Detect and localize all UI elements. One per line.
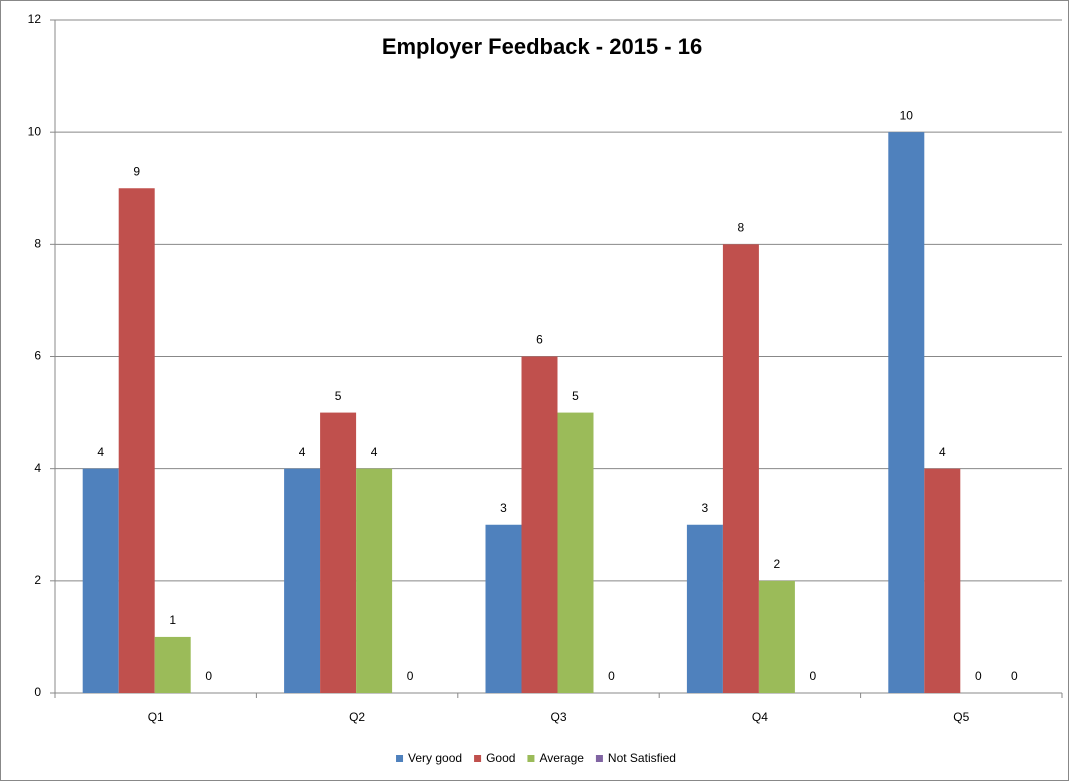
- bar: [557, 412, 594, 693]
- y-tick-label: 12: [28, 12, 42, 26]
- data-label: 6: [536, 333, 543, 347]
- legend-label: Good: [486, 751, 515, 765]
- legend-label: Very good: [408, 751, 462, 765]
- data-label: 5: [572, 389, 579, 403]
- legend-swatch: [396, 755, 404, 762]
- legend-swatch: [474, 755, 482, 762]
- bar: [521, 356, 558, 693]
- y-tick-label: 2: [34, 573, 41, 587]
- x-tick-label: Q5: [953, 710, 969, 724]
- bar: [356, 468, 393, 693]
- y-tick-label: 8: [34, 237, 41, 251]
- data-label: 4: [371, 445, 378, 459]
- bar: [758, 580, 795, 693]
- y-tick-label: 10: [28, 124, 42, 138]
- data-label: 8: [738, 221, 745, 235]
- data-label: 4: [97, 445, 104, 459]
- bar: [924, 468, 961, 693]
- bar: [686, 524, 723, 693]
- data-label: 0: [810, 669, 817, 683]
- bar: [284, 468, 321, 693]
- data-label: 4: [299, 445, 306, 459]
- bar: [154, 636, 191, 693]
- bar: [722, 244, 759, 694]
- legend-label: Average: [539, 751, 584, 765]
- y-tick-label: 0: [34, 685, 41, 699]
- bar: [118, 188, 155, 693]
- x-tick-label: Q2: [349, 710, 365, 724]
- data-label: 4: [939, 445, 946, 459]
- chart-title: Employer Feedback - 2015 - 16: [382, 34, 702, 59]
- data-label: 1: [169, 613, 176, 627]
- legend-swatch: [595, 755, 603, 762]
- x-tick-label: Q4: [752, 710, 768, 724]
- y-tick-label: 4: [34, 461, 41, 475]
- y-tick-label: 6: [34, 349, 41, 363]
- data-label: 5: [335, 389, 342, 403]
- bar: [82, 468, 119, 693]
- data-label: 0: [205, 669, 212, 683]
- x-tick-label: Q3: [550, 710, 566, 724]
- data-label: 3: [500, 501, 507, 515]
- legend-label: Not Satisfied: [608, 751, 676, 765]
- data-label: 0: [975, 669, 982, 683]
- data-label: 0: [608, 669, 615, 683]
- bar: [485, 524, 522, 693]
- data-label: 0: [1011, 669, 1018, 683]
- data-label: 3: [702, 501, 709, 515]
- legend-swatch: [527, 755, 535, 762]
- data-label: 10: [900, 108, 914, 122]
- data-label: 0: [407, 669, 414, 683]
- bar: [320, 412, 357, 693]
- data-label: 2: [774, 557, 781, 571]
- data-label: 9: [133, 164, 140, 178]
- x-tick-label: Q1: [148, 710, 164, 724]
- bar: [888, 132, 925, 693]
